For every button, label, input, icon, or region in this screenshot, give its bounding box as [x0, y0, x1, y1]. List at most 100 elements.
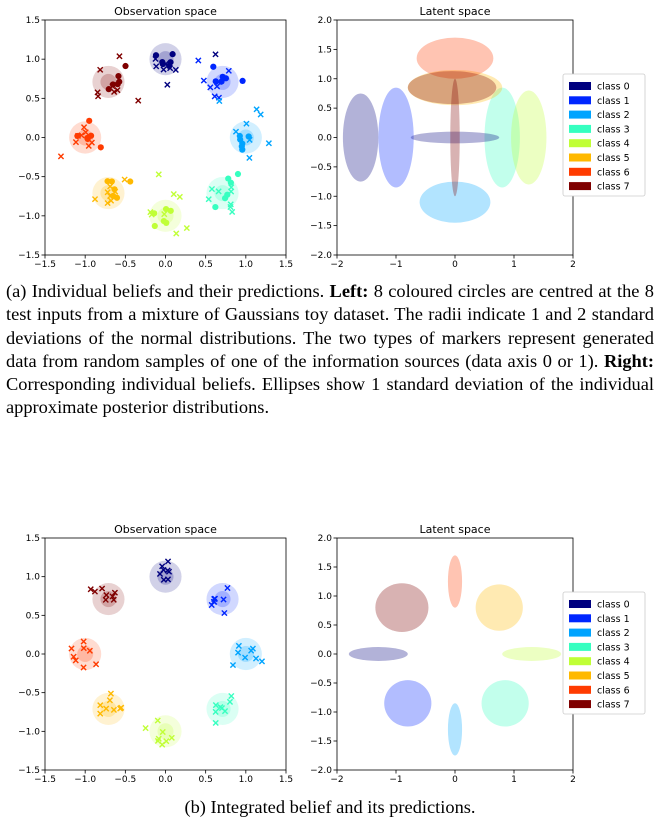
- sample-dot-marker: [222, 75, 230, 82]
- legend-label: class 4: [597, 657, 630, 668]
- legend-label: class 6: [597, 167, 630, 178]
- sample-dot-marker: [159, 58, 166, 66]
- legend-label: class 7: [597, 700, 630, 711]
- plot-area: [342, 37, 547, 223]
- sample-dot-marker: [111, 186, 118, 193]
- sample-x-marker: [116, 53, 123, 60]
- sample-dot-marker: [162, 205, 170, 213]
- sample-x-marker: [92, 661, 100, 668]
- legend-label: class 5: [597, 671, 630, 682]
- belief-ellipse-class-3: [484, 87, 520, 188]
- sample-dot-marker: [127, 178, 134, 185]
- x-tick-label: 1.5: [279, 775, 293, 785]
- sample-x-marker: [91, 588, 98, 595]
- chart-panel-1: Latent space −2 −1 0 1 2 −2.0 −1.5 −1.0 −0.5 0.0 0.…: [310, 5, 646, 270]
- x-tick-label: 0: [452, 260, 458, 270]
- belief-ellipse-class-1: [378, 87, 414, 188]
- legend-swatch: [569, 153, 591, 162]
- sample-x-marker: [154, 717, 161, 724]
- y-tick-label: 0.0: [318, 134, 333, 144]
- sample-x-marker: [97, 66, 104, 73]
- y-tick-label: −0.5: [18, 173, 40, 183]
- sample-x-marker: [117, 705, 124, 712]
- sample-x-marker: [168, 734, 175, 741]
- y-tick-label: 1.0: [26, 573, 41, 583]
- sample-x-marker: [159, 728, 166, 736]
- sample-x-marker: [164, 558, 172, 565]
- y-tick-label: −1.5: [18, 766, 40, 776]
- legend-label: class 2: [597, 110, 630, 121]
- legend-label: class 3: [597, 642, 630, 653]
- plot-area: [68, 558, 266, 748]
- y-tick-label: −0.5: [310, 163, 332, 173]
- legend-swatch: [569, 642, 591, 651]
- y-tick-label: −1.0: [18, 727, 40, 737]
- sample-x-marker: [221, 609, 228, 617]
- sample-x-marker: [104, 199, 111, 207]
- sample-x-marker: [208, 601, 215, 609]
- sample-x-marker: [109, 593, 116, 600]
- sample-dot-marker: [218, 78, 225, 85]
- sample-x-marker: [68, 645, 75, 652]
- sample-x-marker: [103, 591, 110, 599]
- sample-dot-marker: [227, 179, 234, 186]
- sample-x-marker: [165, 568, 173, 575]
- y-tick-label: −0.5: [18, 689, 40, 699]
- belief-ellipse-class-0: [342, 93, 379, 182]
- sample-x-marker: [172, 66, 179, 73]
- caption-b-text: (b) Integrated belief and its prediction…: [184, 797, 476, 817]
- sample-x-marker: [82, 129, 89, 136]
- sample-x-marker: [249, 645, 256, 652]
- legend-box: [562, 591, 646, 715]
- chart-title: Latent space: [419, 5, 490, 18]
- sample-x-marker: [103, 705, 110, 712]
- sample-x-marker: [210, 598, 217, 605]
- legend-swatch: [569, 685, 591, 694]
- sample-x-marker: [243, 120, 250, 127]
- sample-x-marker: [160, 66, 167, 73]
- y-tick-label: 2.0: [318, 16, 333, 26]
- legend-swatch: [569, 182, 591, 191]
- sample-dot-marker: [160, 217, 167, 225]
- y-tick-label: 1.5: [26, 534, 40, 544]
- sample-x-marker: [106, 697, 113, 704]
- std1-circle-class-6: [77, 645, 94, 663]
- belief-ellipse-class-5: [475, 584, 523, 631]
- belief-ellipse-class-2: [447, 703, 463, 756]
- y-tick-label: −1.0: [310, 708, 332, 718]
- sample-dot-marker: [236, 132, 243, 140]
- std1-circle-class-5: [100, 700, 117, 717]
- sample-x-marker: [104, 189, 111, 196]
- sample-dot-marker: [239, 77, 246, 84]
- sample-x-marker: [98, 585, 106, 592]
- x-tick-label: −0.5: [114, 775, 136, 785]
- sample-dot-marker: [151, 222, 158, 230]
- sample-x-marker: [111, 589, 119, 596]
- belief-ellipse-class-7: [450, 78, 460, 197]
- sample-x-marker: [159, 563, 166, 570]
- legend-swatch: [569, 82, 591, 90]
- x-tick-label: 0.5: [199, 260, 213, 270]
- legend: class 0 class 1 class 2 class 3 class 4 class…: [562, 73, 646, 197]
- sample-x-marker: [215, 188, 222, 195]
- legend-label: class 6: [597, 685, 630, 696]
- y-tick-label: −1.0: [18, 212, 40, 222]
- belief-ellipse-class-4: [502, 647, 562, 661]
- chart-title: Latent space: [419, 523, 490, 536]
- sample-x-marker: [216, 97, 223, 105]
- sample-x-marker: [110, 596, 117, 603]
- sample-dot-marker: [221, 195, 229, 202]
- sample-dot-marker: [74, 132, 81, 140]
- belief-ellipse-class-1: [384, 680, 432, 727]
- sample-x-marker: [229, 208, 236, 216]
- sample-x-marker: [176, 193, 183, 200]
- belief-ellipse-class-3: [481, 680, 529, 727]
- x-tick-label: 0.0: [158, 775, 173, 785]
- sample-x-marker: [229, 661, 237, 669]
- x-tick-label: 1.5: [279, 260, 293, 270]
- belief-ellipse-class-6: [447, 555, 463, 608]
- y-tick-label: 1.0: [26, 55, 41, 65]
- sample-dot-marker: [122, 62, 129, 70]
- y-tick-label: −2.0: [310, 766, 332, 776]
- y-tick-label: 1.5: [318, 563, 332, 573]
